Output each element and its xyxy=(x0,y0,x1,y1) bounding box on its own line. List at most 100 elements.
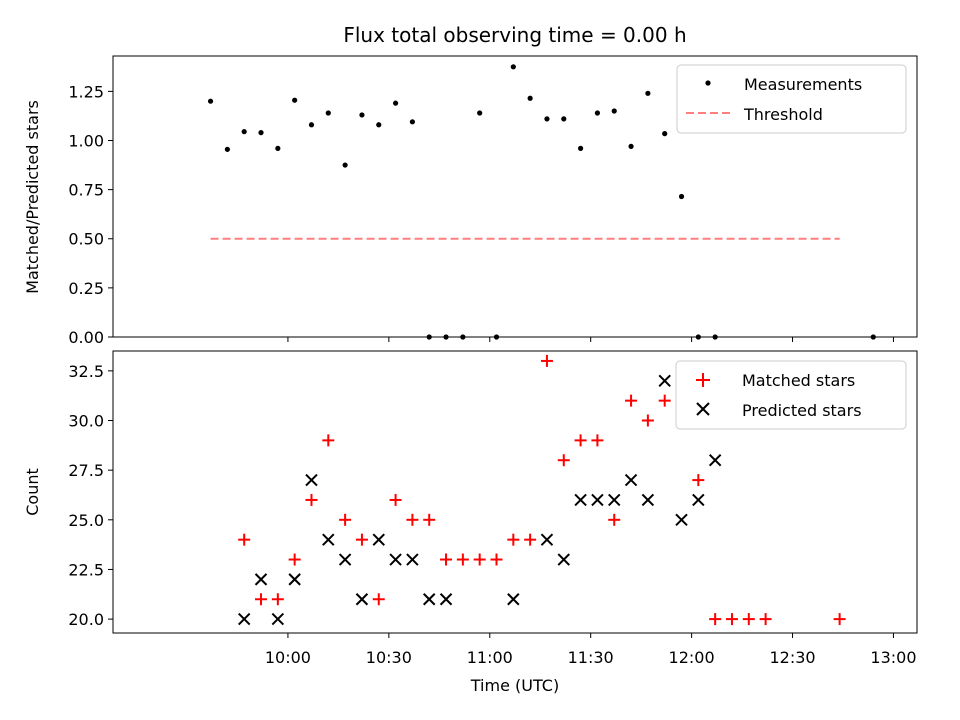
predicted-star-point xyxy=(254,573,268,586)
matched-star-point xyxy=(591,434,604,447)
predicted-star-point xyxy=(574,493,587,507)
predicted-star-point xyxy=(557,553,570,566)
matched-stars-points xyxy=(238,354,846,626)
top-y-tick-label: 1.25 xyxy=(68,82,104,101)
measurement-point xyxy=(678,193,685,200)
top-y-tick-label: 0.25 xyxy=(68,279,104,298)
counts-panel: 20.0 22.5 25.0 27.5 30.0 32.5 10:00 10:30 11:00… xyxy=(23,350,918,695)
measurement-point xyxy=(376,122,382,128)
predicted-star-point xyxy=(322,533,335,546)
measurement-point xyxy=(561,116,567,122)
bottom-y-ticks: 20.0 22.5 25.0 27.5 30.0 32.5 xyxy=(68,362,113,629)
top-x-ticks xyxy=(287,337,894,342)
matched-star-point xyxy=(456,553,469,566)
measurement-point xyxy=(594,110,601,116)
measurement-point xyxy=(628,143,634,149)
matched-star-point xyxy=(355,533,368,546)
predicted-star-point xyxy=(608,493,621,507)
predicted-star-point xyxy=(389,553,402,566)
top-y-tick-label: 0.00 xyxy=(68,328,104,347)
matched-star-point xyxy=(833,613,846,626)
bottom-legend-box xyxy=(675,360,907,430)
matched-star-point xyxy=(557,454,570,467)
predicted-star-point xyxy=(271,612,285,626)
matched-star-point xyxy=(372,593,385,606)
bottom-x-tick-label: 11:00 xyxy=(467,648,513,667)
bottom-y-tick-label: 27.5 xyxy=(68,461,104,480)
matched-star-point xyxy=(490,553,503,566)
measurement-point xyxy=(359,112,365,118)
matched-star-point xyxy=(574,434,587,447)
bottom-y-tick-label: 30.0 xyxy=(68,412,104,431)
measurement-point xyxy=(308,122,315,128)
predicted-star-point xyxy=(641,493,655,507)
predicted-star-point xyxy=(355,593,369,606)
measurement-point xyxy=(241,129,247,135)
predicted-star-point xyxy=(237,612,251,626)
matched-star-point xyxy=(255,593,268,606)
bottom-legend: Matched stars Predicted stars xyxy=(675,360,907,430)
top-y-axis-label: Matched/Predicted stars xyxy=(23,100,42,294)
predicted-star-point xyxy=(624,473,638,487)
bottom-y-tick-label: 25.0 xyxy=(68,511,104,530)
measurement-point xyxy=(645,90,651,96)
matched-star-point xyxy=(305,493,318,506)
top-y-tick-label: 1.00 xyxy=(68,131,104,150)
measurement-point xyxy=(662,131,668,137)
matched-star-point xyxy=(507,533,520,546)
top-y-ticks: 0.00 0.25 0.50 0.75 1.00 1.25 xyxy=(68,82,113,347)
bottom-x-tick-label: 12:00 xyxy=(669,648,715,667)
matched-star-point xyxy=(524,533,537,546)
measurement-point xyxy=(392,100,399,106)
predicted-stars-points xyxy=(237,374,722,626)
measurement-point xyxy=(611,108,617,114)
measurement-point xyxy=(342,162,348,168)
matched-star-point xyxy=(641,414,654,427)
top-plot-frame xyxy=(112,55,918,338)
matched-star-point xyxy=(288,553,301,566)
predicted-star-point xyxy=(288,573,301,586)
matched-star-point xyxy=(339,513,352,526)
measurement-point xyxy=(325,110,331,116)
predicted-star-point xyxy=(406,553,419,566)
matched-star-point xyxy=(608,513,621,526)
measurement-point xyxy=(275,145,281,151)
measurement-points xyxy=(207,64,876,340)
bottom-x-tick-label: 12:30 xyxy=(769,648,815,667)
measurement-point xyxy=(224,146,230,152)
matched-star-point xyxy=(725,613,738,626)
matched-star-point xyxy=(540,354,553,367)
measurement-point xyxy=(577,145,584,151)
matched-star-point xyxy=(658,394,671,407)
predicted-star-point xyxy=(338,553,352,566)
x-axis-label: Time (UTC) xyxy=(470,676,559,695)
bottom-x-tick-label: 10:00 xyxy=(265,648,311,667)
predicted-star-point xyxy=(591,493,604,507)
predicted-star-point xyxy=(439,593,453,606)
bottom-plot-frame xyxy=(112,350,918,634)
bottom-x-tick-label: 13:00 xyxy=(870,648,916,667)
bottom-x-ticks: 10:00 10:30 11:00 11:30 12:00 12:30 13:00 xyxy=(265,633,917,667)
ratio-panel: Flux total observing time = 0.00 h 0.000… xyxy=(23,23,918,347)
measurement-point xyxy=(544,116,550,122)
legend-predicted-marker xyxy=(696,402,710,416)
matched-star-point xyxy=(389,493,402,506)
legend-matched-label: Matched stars xyxy=(742,371,855,390)
bottom-y-tick-label: 20.0 xyxy=(68,610,104,629)
legend-matched-marker xyxy=(696,373,710,387)
legend-predicted-label: Predicted stars xyxy=(742,401,862,420)
top-y-tick-label: 0.75 xyxy=(68,181,104,200)
matched-star-point xyxy=(473,553,486,566)
top-y-tick-label: 0.50 xyxy=(68,230,104,249)
matched-star-point xyxy=(742,613,755,626)
predicted-star-point xyxy=(658,374,671,387)
matched-star-point xyxy=(440,553,453,566)
bottom-y-axis-label: Count xyxy=(23,468,42,516)
legend-measurements-label: Measurements xyxy=(744,75,862,94)
measurement-point xyxy=(409,119,415,125)
matched-star-point xyxy=(692,474,705,487)
measurement-point xyxy=(510,64,516,70)
legend-measurements-marker xyxy=(705,80,711,86)
matched-star-point xyxy=(238,533,251,546)
